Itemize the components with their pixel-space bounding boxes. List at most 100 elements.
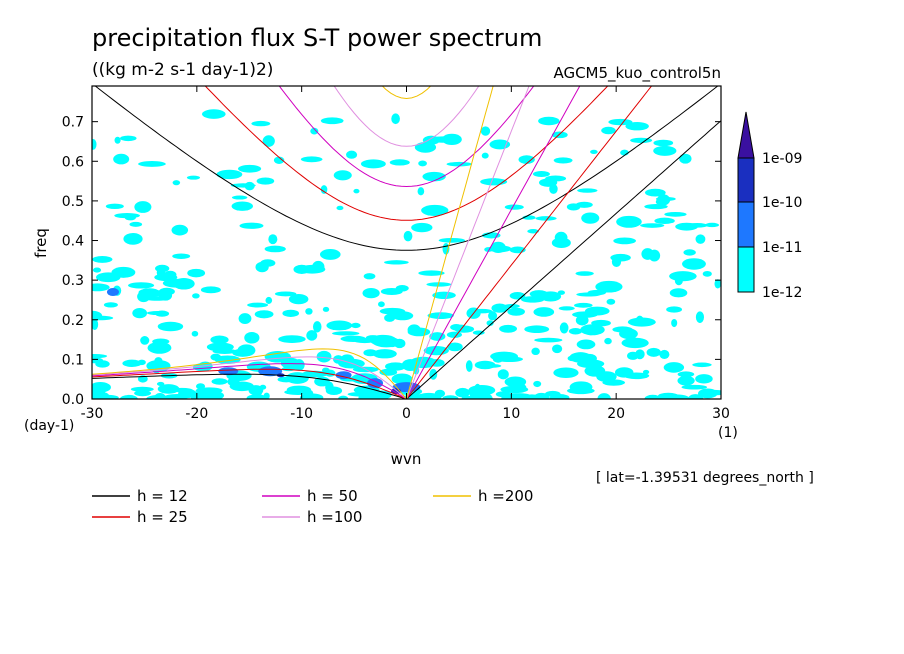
power-blob-1e-12 <box>200 286 221 294</box>
power-blob-1e-12 <box>293 359 305 371</box>
y-tick-label: 0.4 <box>62 234 84 250</box>
power-blob-1e-12 <box>264 245 286 253</box>
colorbar-segment <box>737 201 755 248</box>
power-blob-1e-12 <box>278 335 306 343</box>
power-blob-1e-12 <box>378 301 385 308</box>
power-blob-1e-12 <box>535 216 557 221</box>
power-blob-1e-12 <box>695 234 706 244</box>
power-blob-1e-12 <box>518 155 535 164</box>
power-blob-1e-12 <box>391 113 400 125</box>
power-blob-1e-12 <box>574 302 593 308</box>
power-blob-1e-12 <box>371 390 392 399</box>
power-blob-1e-12 <box>92 310 103 322</box>
power-blob-1e-12 <box>681 384 708 390</box>
power-blob-1e-12 <box>114 213 140 219</box>
y-tick-label: 0.2 <box>62 313 84 329</box>
power-blob-1e-12 <box>92 387 106 399</box>
power-blob-1e-12 <box>171 280 193 286</box>
power-blob-1e-12 <box>319 249 341 260</box>
power-blob-1e-12 <box>432 291 456 300</box>
power-blob-1e-12 <box>640 223 665 228</box>
power-blob-1e-12 <box>147 341 172 354</box>
gravity-curve-200 <box>381 86 432 100</box>
power-blob-1e-12 <box>164 270 177 279</box>
power-blob-1e-12 <box>465 360 473 372</box>
power-blob-1e-12 <box>191 330 199 337</box>
power-blob-1e-12 <box>92 256 113 263</box>
power-blob-1e-12 <box>604 337 612 345</box>
power-blob-1e-12 <box>128 282 155 289</box>
power-blob-1e-12 <box>113 153 130 165</box>
power-blob-1e-12 <box>480 126 491 136</box>
latitude-annotation: [ lat=-1.39531 degrees_north ] <box>596 470 814 486</box>
power-blob-1e-12 <box>610 253 631 262</box>
power-blob-1e-12 <box>669 271 697 282</box>
power-blob-1e-12 <box>362 288 380 299</box>
power-blob-1e-12 <box>316 350 332 363</box>
gravity-curve-50 <box>278 86 535 188</box>
power-blob-1e-12 <box>635 349 645 360</box>
power-blob-1e-12 <box>427 312 454 319</box>
power-blob-1e-12 <box>499 324 518 333</box>
power-blob-1e-12 <box>365 335 380 341</box>
power-blob-1e-12 <box>492 355 504 363</box>
power-blob-1e-12 <box>288 293 309 305</box>
power-blob-1e-12 <box>418 160 427 167</box>
power-blob-1e-12 <box>495 391 511 398</box>
x-tick-label: 20 <box>607 406 625 422</box>
power-blob-1e-12 <box>282 309 300 317</box>
power-blob-1e-12 <box>338 395 349 399</box>
power-blob-1e-12 <box>333 170 352 181</box>
x-unit-label: (1) <box>718 425 738 441</box>
power-blob-1e-12 <box>262 135 275 147</box>
power-blob-1e-12 <box>114 136 121 144</box>
power-blob-1e-12 <box>156 267 166 279</box>
power-blob-1e-12 <box>326 320 353 331</box>
power-blob-1e-12 <box>298 264 326 274</box>
power-blob-1e-12 <box>533 307 555 317</box>
colorbar: 1e-12 1e-11 1e-10 1e-09 <box>737 111 802 301</box>
power-blob-1e-12 <box>447 342 463 352</box>
power-blob-1e-12 <box>644 204 668 210</box>
power-blob-1e-12 <box>192 293 200 299</box>
power-blob-1e-12 <box>646 347 661 357</box>
power-blob-1e-12 <box>385 362 407 371</box>
power-blob-1e-12 <box>157 321 184 332</box>
power-blob-1e-12 <box>216 169 243 180</box>
power-blob-1e-12 <box>532 171 550 177</box>
power-blob-1e-12 <box>520 296 545 303</box>
power-blob-1e-12 <box>698 388 718 399</box>
power-blob-1e-12 <box>401 359 420 372</box>
power-blob-1e-12 <box>372 349 397 359</box>
power-blob-1e-12 <box>695 311 705 323</box>
power-blob-1e-11 <box>367 378 384 389</box>
power-blob-1e-12 <box>695 374 713 384</box>
power-blob-1e-12 <box>193 391 216 396</box>
power-blob-1e-12 <box>674 276 683 286</box>
power-blob-1e-12 <box>268 234 278 245</box>
power-blob-1e-12 <box>635 315 644 327</box>
power-blob-1e-12 <box>586 327 596 336</box>
power-blob-1e-12 <box>247 302 269 308</box>
power-blob-1e-12 <box>666 306 683 313</box>
power-blob-1e-12 <box>210 335 229 345</box>
power-blob-1e-12 <box>111 266 136 278</box>
power-blob-1e-12 <box>120 135 137 142</box>
power-blob-1e-12 <box>644 188 666 197</box>
rossby-curve-100 <box>92 356 407 399</box>
power-blob-1e-12 <box>533 380 542 388</box>
power-blob-1e-12 <box>491 303 508 313</box>
power-blob-1e-12 <box>527 229 540 234</box>
power-blob-1e-12 <box>524 325 550 334</box>
power-blob-1e-12 <box>486 320 494 326</box>
power-blob-1e-12 <box>403 230 413 242</box>
power-blob-1e-12 <box>554 231 568 244</box>
power-blob-1e-12 <box>281 366 296 372</box>
legend: h = 12 h = 25 h = 50 h =100 h =200 <box>92 487 533 526</box>
power-blob-1e-12 <box>601 126 616 135</box>
kelvin-curve-100 <box>406 86 530 399</box>
power-blob-1e-12 <box>274 291 297 297</box>
power-blob-1e-11 <box>106 288 119 297</box>
power-blob-1e-12 <box>490 241 506 254</box>
colorbar-segment <box>737 246 755 293</box>
